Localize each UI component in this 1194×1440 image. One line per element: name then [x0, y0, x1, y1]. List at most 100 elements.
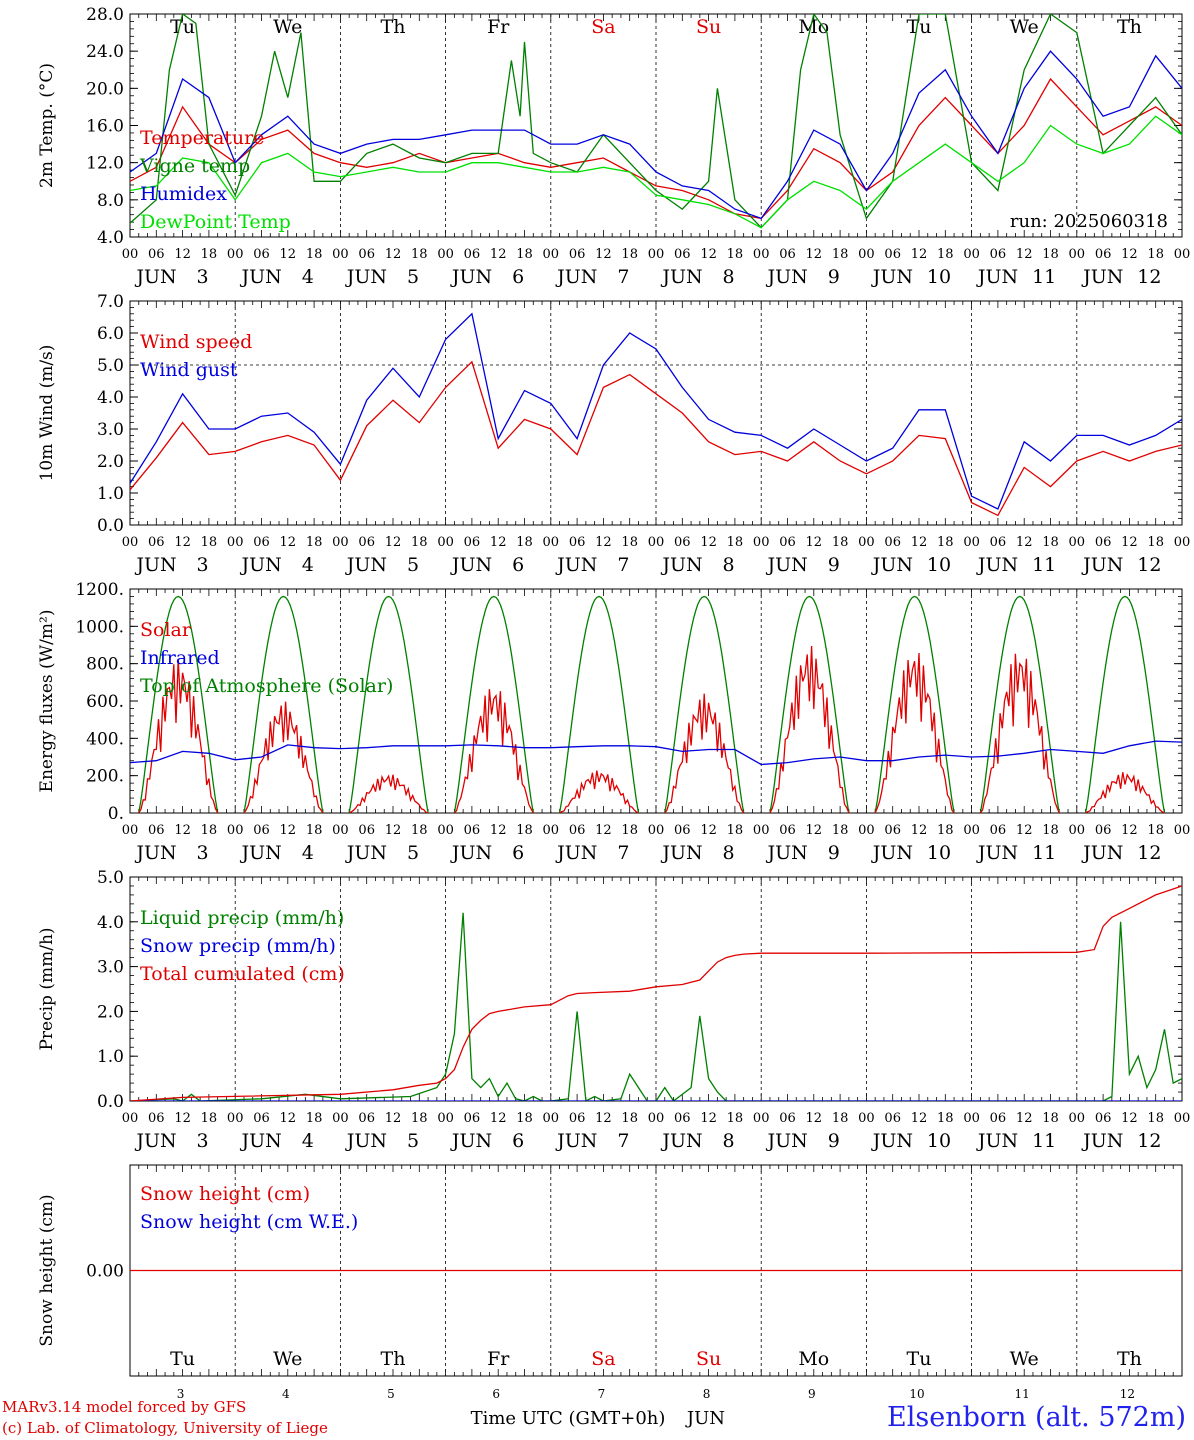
date-label: 3: [177, 1387, 185, 1401]
date-label: 7: [598, 1387, 606, 1401]
panel-4: 0.0 1.0 2.0 3.0 4.0 5.0 Precip (mm/h) 00 06 12 18 0…: [37, 868, 1190, 1152]
hour-label: 12: [280, 1111, 297, 1126]
hour-label: 18: [411, 535, 428, 550]
hour-label: 00: [543, 535, 560, 550]
day-month-label: JUN: [134, 266, 176, 288]
hour-label: 00: [1069, 1111, 1086, 1126]
day-date-label: 3: [197, 554, 209, 576]
day-of-week-label: Th: [1117, 16, 1142, 38]
day-date-label: 6: [512, 1130, 524, 1152]
day-month-label: JUN: [240, 842, 282, 864]
hour-label: 06: [779, 535, 796, 550]
hour-label: 12: [490, 247, 507, 262]
series-line: [130, 115, 1182, 229]
hour-label: 12: [1121, 1111, 1138, 1126]
day-month-label: JUN: [240, 266, 282, 288]
day-month-label: JUN: [555, 554, 597, 576]
day-date-label: 10: [927, 266, 951, 288]
hour-label: 18: [1147, 247, 1164, 262]
day-month-label: JUN: [766, 266, 808, 288]
day-date-label: 8: [723, 842, 735, 864]
hour-label: 18: [621, 1111, 638, 1126]
hour-label: 18: [832, 535, 849, 550]
day-of-week-label: Tu: [170, 1348, 195, 1370]
hour-label: 00: [753, 247, 770, 262]
day-month-label: JUN: [766, 554, 808, 576]
series-line: [130, 912, 1182, 1101]
hour-label: 12: [1016, 1111, 1033, 1126]
hour-label: 18: [201, 535, 218, 550]
day-month-label: JUN: [766, 1130, 808, 1152]
day-month-label: JUN: [345, 1130, 387, 1152]
hour-label: 00: [543, 247, 560, 262]
hour-label: 12: [911, 823, 928, 838]
hour-label: 06: [464, 1111, 481, 1126]
lab-credit: (c) Lab. of Climatology, University of L…: [2, 1419, 328, 1437]
y-tick-label: 0.0: [97, 516, 124, 536]
day-month-label: JUN: [1081, 266, 1123, 288]
hour-label: 06: [358, 247, 375, 262]
day-month-label: JUN: [450, 1130, 492, 1152]
hour-label: 06: [253, 535, 270, 550]
day-date-label: 11: [1032, 554, 1056, 576]
toa-solar-arc: [874, 595, 955, 813]
toa-solar-arc: [138, 595, 219, 813]
hour-label: 12: [911, 247, 928, 262]
hour-label: 06: [358, 535, 375, 550]
toa-solar-arc: [558, 595, 640, 813]
hour-label: 06: [1095, 535, 1112, 550]
hour-label: 12: [806, 1111, 823, 1126]
date-label: 4: [282, 1387, 290, 1401]
panel-frame: [129, 588, 1183, 814]
day-month-label: JUN: [450, 554, 492, 576]
hour-label: 00: [1174, 535, 1191, 550]
hour-label: 00: [437, 823, 454, 838]
day-of-week-label: Sa: [591, 16, 615, 38]
day-month-label: JUN: [871, 266, 913, 288]
series-line: [130, 50, 1182, 220]
day-date-label: 3: [197, 1130, 209, 1152]
hour-label: 18: [727, 823, 744, 838]
y-tick-label: 7.0: [97, 292, 124, 312]
hour-label: 00: [1174, 823, 1191, 838]
y-tick-label: 1.0: [97, 484, 124, 504]
hour-label: 00: [648, 535, 665, 550]
date-label: 10: [909, 1387, 924, 1401]
model-credit: MARv3.14 model forced by GFS: [2, 1398, 247, 1416]
hour-label: 00: [543, 823, 560, 838]
day-date-label: 7: [617, 554, 629, 576]
hour-label: 00: [437, 535, 454, 550]
hour-label: 00: [648, 1111, 665, 1126]
y-tick-label: 6.0: [97, 324, 124, 344]
day-month-label: JUN: [766, 842, 808, 864]
y-tick-label: 5.0: [97, 356, 124, 376]
day-date-label: 9: [828, 554, 840, 576]
legend-entry: Infrared: [140, 647, 220, 669]
hour-label: 06: [1095, 247, 1112, 262]
solar-line: [453, 689, 534, 813]
hour-label: 06: [253, 823, 270, 838]
toa-solar-arc: [979, 595, 1060, 813]
y-axis-label: Snow height (cm): [37, 1194, 57, 1346]
y-tick-label: 400.: [86, 729, 124, 749]
y-tick-label: 12.0: [86, 154, 124, 174]
hour-label: 06: [569, 247, 586, 262]
hour-label: 12: [280, 247, 297, 262]
day-of-week-label: We: [1010, 16, 1039, 38]
toa-solar-arc: [348, 595, 429, 813]
y-tick-label: 4.0: [97, 228, 124, 248]
hour-label: 06: [464, 823, 481, 838]
day-date-label: 8: [723, 266, 735, 288]
hour-label: 00: [753, 1111, 770, 1126]
day-of-week-label: Su: [696, 16, 721, 38]
legend-entry: Top of Atmosphere (Solar): [140, 675, 393, 697]
hour-label: 12: [1016, 535, 1033, 550]
day-date-label: 8: [723, 554, 735, 576]
hour-label: 06: [148, 823, 165, 838]
day-month-label: JUN: [976, 554, 1018, 576]
hour-label: 06: [674, 247, 691, 262]
date-label: 6: [492, 1387, 500, 1401]
day-month-label: JUN: [871, 1130, 913, 1152]
hour-label: 00: [227, 1111, 244, 1126]
day-date-label: 4: [302, 554, 314, 576]
